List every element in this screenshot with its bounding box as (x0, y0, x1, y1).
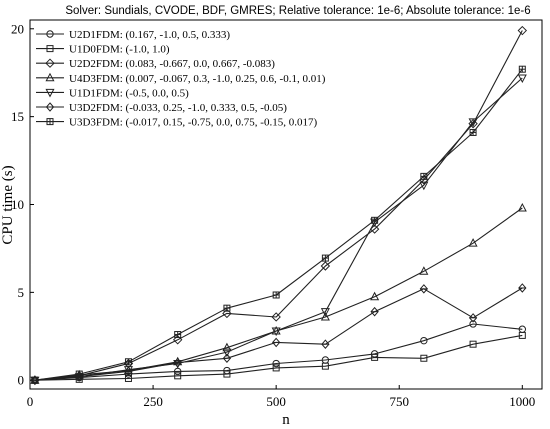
data-point (320, 311, 330, 321)
data-point (518, 331, 526, 339)
data-point (320, 308, 330, 317)
legend-marker (46, 45, 54, 53)
data-point (469, 340, 477, 348)
data-point (271, 337, 281, 348)
data-point (271, 327, 281, 337)
data-point (420, 354, 428, 362)
data-point (320, 261, 331, 271)
legend: U2D1FDM: (0.167, -1.0, 0.5, 0.333) U1D0FD… (36, 29, 326, 129)
y-axis-label: CPU time (s) (0, 165, 16, 244)
axes: 0 250 500 750 1000 0 5 10 15 20 (11, 21, 535, 409)
data-point (174, 331, 182, 339)
x-tick-label: 1000 (509, 394, 535, 409)
data-point (272, 359, 280, 368)
data-point (518, 283, 527, 293)
series-7 (31, 65, 526, 384)
data-point (222, 353, 232, 364)
legend-label: U2D2FDM: (0.083, -0.667, 0.0, 0.667, -0.… (69, 58, 275, 70)
data-point (419, 181, 429, 191)
x-tick-label: 250 (143, 394, 163, 409)
legend-label: U3D3FDM: (-0.017, 0.15, -0.75, 0.0, 0.75… (69, 117, 317, 129)
data-point (124, 366, 133, 377)
data-point (469, 128, 477, 136)
series-line (34, 334, 523, 381)
data-point (222, 348, 232, 358)
data-point (517, 202, 527, 212)
legend-marker (45, 72, 55, 82)
data-point (518, 65, 526, 73)
data-point (173, 357, 182, 368)
legend-entry: U3D3FDM: (-0.017, 0.15, -0.75, 0.0, 0.75… (36, 117, 317, 129)
legend-marker (45, 102, 55, 112)
legend-marker (45, 58, 55, 68)
legend-entry: U3D2FDM: (-0.033, 0.25, -1.0, 0.333, 0.5… (36, 102, 287, 114)
data-point (321, 362, 329, 370)
x-tick-label: 0 (27, 394, 34, 409)
y-tick-label: 20 (11, 21, 24, 36)
data-point (517, 74, 527, 84)
legend-entry: U4D3FDM: (0.007, -0.067, 0.3, -1.0, 0.25… (36, 72, 326, 85)
data-point (370, 291, 380, 301)
legend-entry: U1D0FDM: (-1.0, 1.0) (36, 44, 170, 56)
data-point (321, 339, 330, 349)
legend-label: U4D3FDM: (0.007, -0.067, 0.3, -1.0, 0.25… (69, 73, 326, 85)
data-point (271, 312, 281, 322)
legend-marker (46, 118, 54, 126)
data-point (223, 370, 231, 378)
data-point (469, 320, 477, 328)
legend-entry: U2D2FDM: (0.083, -0.667, 0.0, 0.667, -0.… (36, 58, 275, 70)
legend-entry: U2D1FDM: (0.167, -1.0, 0.5, 0.333) (36, 29, 230, 41)
series-6 (30, 283, 527, 385)
data-point (222, 308, 232, 319)
x-axis-label: n (282, 412, 290, 428)
y-tick-label: 10 (11, 197, 24, 212)
legend-marker (46, 30, 54, 38)
x-tick-label: 500 (266, 394, 286, 409)
data-point (75, 370, 83, 378)
legend-marker (45, 88, 55, 98)
data-point (420, 172, 428, 180)
legend-label: U1D0FDM: (-1.0, 1.0) (69, 44, 170, 56)
data-point (419, 266, 429, 275)
data-point (419, 284, 429, 294)
legend-label: U3D2FDM: (-0.033, 0.25, -1.0, 0.333, 0.5… (69, 102, 287, 114)
data-point (174, 372, 182, 380)
data-point (223, 304, 231, 312)
series-line (34, 323, 523, 381)
data-point (468, 313, 478, 323)
data-point (468, 118, 478, 129)
legend-label: U1D1FDM: (-0.5, 0.0, 0.5) (69, 87, 189, 99)
series-line (34, 207, 523, 381)
series-layer (30, 25, 528, 386)
data-point (31, 376, 39, 384)
y-tick-label: 5 (18, 285, 25, 300)
data-point (124, 358, 132, 366)
data-point (371, 353, 379, 361)
data-point (172, 335, 183, 345)
data-point (468, 118, 478, 127)
data-point (272, 291, 280, 299)
data-point (517, 25, 528, 36)
legend-entry: U1D1FDM: (-0.5, 0.0, 0.5) (36, 87, 189, 99)
y-tick-label: 15 (11, 109, 24, 124)
data-point (371, 216, 379, 224)
data-point (321, 254, 329, 262)
series-line (34, 77, 523, 381)
x-tick-label: 750 (389, 394, 409, 409)
chart-title: Solver: Sundials, CVODE, BDF, GMRES; Rel… (65, 5, 530, 17)
data-point (468, 238, 478, 247)
data-point (370, 306, 379, 317)
legend-label: U2D1FDM: (0.167, -1.0, 0.5, 0.333) (69, 29, 230, 41)
data-point (420, 336, 428, 345)
y-tick-label: 0 (18, 373, 25, 388)
data-point (222, 342, 232, 352)
data-point (272, 364, 280, 372)
